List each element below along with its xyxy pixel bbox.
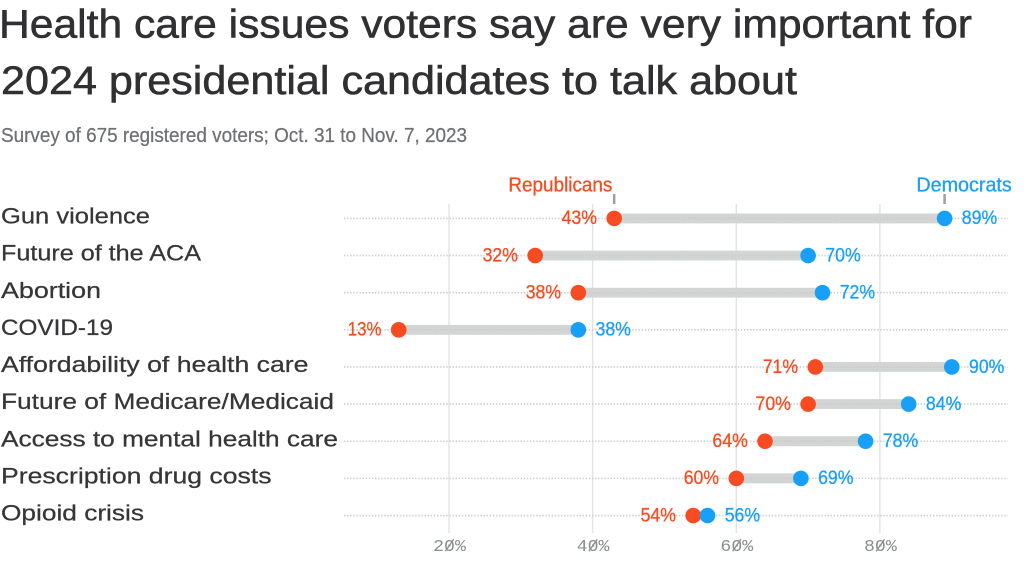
svg-text:89%: 89% xyxy=(962,207,997,229)
svg-text:60%: 60% xyxy=(720,537,753,556)
svg-text:Affordability of health care: Affordability of health care xyxy=(1,352,309,377)
svg-text:56%: 56% xyxy=(725,504,760,526)
svg-text:70%: 70% xyxy=(825,244,860,266)
svg-text:Prescription drug costs: Prescription drug costs xyxy=(1,464,272,489)
svg-text:71%: 71% xyxy=(763,356,798,378)
svg-text:72%: 72% xyxy=(840,282,875,304)
svg-text:Abortion: Abortion xyxy=(1,278,101,303)
svg-text:64%: 64% xyxy=(712,430,747,452)
svg-text:Health care issues voters say: Health care issues voters say are very i… xyxy=(0,3,972,47)
svg-text:38%: 38% xyxy=(526,282,561,304)
svg-text:84%: 84% xyxy=(926,393,961,415)
svg-text:Opioid crisis: Opioid crisis xyxy=(1,501,144,526)
svg-text:60%: 60% xyxy=(684,467,719,489)
svg-text:69%: 69% xyxy=(818,467,853,489)
svg-text:Access to mental health care: Access to mental health care xyxy=(1,426,338,451)
svg-text:43%: 43% xyxy=(562,207,597,229)
svg-text:COVID-19: COVID-19 xyxy=(1,315,113,340)
svg-text:Future of the ACA: Future of the ACA xyxy=(1,241,201,266)
svg-text:20%: 20% xyxy=(433,537,466,556)
svg-text:54%: 54% xyxy=(641,504,676,526)
svg-text:32%: 32% xyxy=(483,244,518,266)
svg-text:Republicans: Republicans xyxy=(508,175,612,197)
svg-text:70%: 70% xyxy=(756,393,791,415)
svg-text:40%: 40% xyxy=(577,537,610,556)
svg-text:Survey of 675 registered voter: Survey of 675 registered voters; Oct. 31… xyxy=(1,125,467,147)
svg-text:13%: 13% xyxy=(348,319,382,341)
svg-text:Gun violence: Gun violence xyxy=(1,204,150,229)
svg-text:38%: 38% xyxy=(596,319,631,341)
svg-text:78%: 78% xyxy=(883,430,918,452)
svg-text:2024 presidential candidates t: 2024 presidential candidates to talk abo… xyxy=(1,59,797,103)
svg-text:90%: 90% xyxy=(969,356,1004,378)
svg-text:Democrats: Democrats xyxy=(916,175,1011,197)
svg-text:Future of Medicare/Medicaid: Future of Medicare/Medicaid xyxy=(1,389,334,414)
svg-text:80%: 80% xyxy=(864,537,897,556)
